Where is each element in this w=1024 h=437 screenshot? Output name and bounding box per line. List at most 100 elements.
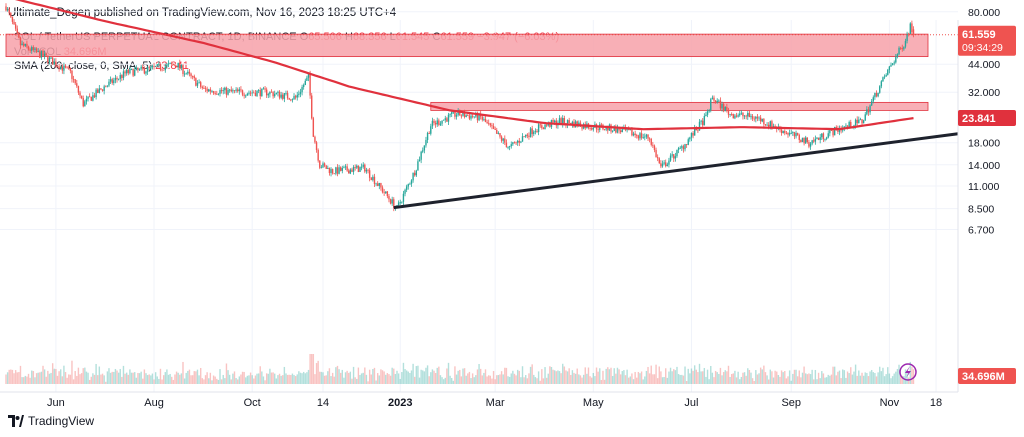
volume-bar — [286, 374, 289, 384]
volume-bar — [568, 368, 570, 384]
candle-body — [618, 127, 620, 131]
volume-bar — [77, 367, 80, 384]
volume-bar — [114, 368, 117, 384]
candle-body — [417, 161, 419, 171]
volume-badge: 34.696M — [962, 371, 1005, 383]
candle-body — [743, 115, 746, 117]
candle-body — [196, 82, 199, 86]
volume-bar — [496, 375, 498, 384]
sma-label[interactable]: SMA (200, close, 0, SMA, 5) — [14, 60, 153, 72]
volume-bar — [732, 373, 735, 384]
time-tick-6: May — [583, 397, 604, 409]
candle-body — [589, 128, 591, 129]
volume-label[interactable]: Vol · SOL — [14, 45, 61, 58]
volume-bar — [32, 371, 35, 384]
volume-bar — [167, 374, 170, 384]
candle-body — [792, 132, 794, 133]
volume-bar — [870, 369, 873, 384]
volume-bar — [122, 365, 125, 384]
volume-bar — [431, 369, 434, 384]
candle-body — [365, 169, 368, 172]
volume-bar — [346, 370, 348, 384]
volume-bar — [10, 369, 12, 384]
candle-body — [555, 120, 558, 126]
volume-bar — [692, 370, 694, 384]
candle-body — [895, 56, 897, 63]
chart-legend: SOL / TetherUS PERPETUAL CONTRACT, 1D, B… — [14, 30, 559, 74]
candle-body — [451, 112, 453, 114]
volume-bar — [380, 369, 382, 384]
candle-body — [105, 86, 107, 88]
candle-body — [492, 126, 495, 129]
volume-bar — [777, 375, 780, 384]
volume-bar — [808, 373, 810, 384]
candle-body — [899, 47, 902, 49]
volume-bar — [280, 375, 282, 384]
symbol-name[interactable]: SOL / TetherUS PERPETUAL CONTRACT, 1D, B… — [14, 31, 297, 43]
volume-bar — [439, 375, 442, 384]
candle-body — [224, 87, 226, 91]
volume-bar — [95, 363, 97, 384]
candle-body — [692, 132, 694, 136]
volume-bar — [504, 367, 506, 384]
volume-bar — [673, 369, 675, 384]
volume-bar — [82, 368, 84, 384]
candle-body — [204, 87, 207, 89]
sma-price-badge-bg — [958, 110, 1016, 127]
candle-body — [325, 165, 327, 169]
volume-bar — [850, 367, 852, 384]
currency-button[interactable]: USDT — [961, 28, 1007, 50]
volume-bar — [467, 373, 469, 384]
volume-bar — [125, 372, 128, 384]
volume-bar — [381, 370, 384, 384]
volume-bar — [475, 375, 477, 384]
volume-bar — [513, 373, 516, 384]
volume-bar — [13, 373, 15, 384]
volume-bar — [227, 370, 229, 384]
footer-brand: TradingView — [8, 414, 94, 428]
candle-body — [906, 33, 908, 41]
legend-row-price: SOL / TetherUS PERPETUAL CONTRACT, 1D, B… — [14, 30, 559, 45]
volume-bar — [727, 365, 730, 384]
volume-bar — [613, 368, 615, 384]
volume-bar — [386, 373, 389, 384]
candle-body — [314, 136, 316, 143]
candle-body — [520, 141, 522, 143]
candle-body — [801, 137, 804, 143]
volume-bar — [600, 379, 603, 384]
candle-body — [629, 129, 632, 131]
candle-body — [845, 125, 847, 127]
volume-bar — [809, 374, 812, 384]
volume-bar — [536, 378, 538, 384]
volume-bar — [246, 375, 249, 384]
volume-bar — [206, 372, 208, 384]
volume-bar — [856, 375, 858, 384]
price-tick-6: 11.000 — [968, 181, 999, 193]
volume-bar — [796, 376, 799, 384]
alert-icon[interactable] — [899, 363, 917, 381]
candle-body — [666, 164, 669, 167]
candle-body — [669, 155, 672, 161]
candle-body — [72, 78, 75, 80]
volume-bar — [459, 369, 461, 384]
candle-body — [673, 154, 675, 159]
candle-body — [677, 148, 680, 150]
candle-body — [77, 86, 80, 93]
candle-body — [283, 93, 286, 99]
volume-bar — [842, 369, 844, 384]
volume-bar — [444, 377, 446, 384]
candle-body — [470, 115, 472, 119]
candle-body — [830, 130, 833, 132]
candle-body — [597, 129, 599, 131]
candle-body — [740, 112, 743, 114]
volume-bar — [479, 368, 482, 384]
sma-value: 23.841 — [155, 60, 189, 72]
volume-bar — [348, 372, 350, 384]
candle-body — [389, 199, 392, 204]
volume-bar — [21, 377, 23, 384]
time-axis[interactable]: Jun Aug Oct 14 2023 Mar May Jul Sep Nov 18 — [47, 397, 942, 409]
volume-bar — [339, 372, 342, 384]
volume-bar — [418, 377, 421, 384]
candle-body — [291, 99, 294, 101]
candle-body — [579, 122, 582, 127]
